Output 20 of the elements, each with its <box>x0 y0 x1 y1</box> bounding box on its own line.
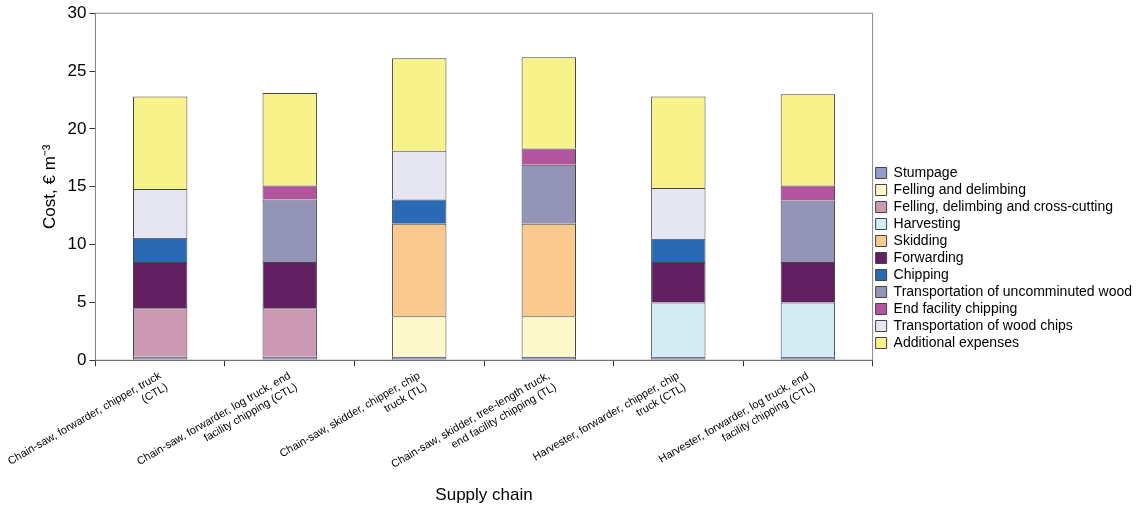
y-tick-label: 0 <box>76 349 87 369</box>
legend-label: Additional expenses <box>893 333 1019 350</box>
legend-label: Felling and delimbing <box>893 180 1026 197</box>
legend-label: Chipping <box>893 265 949 282</box>
legend-label: Transportation of uncomminuted wood <box>893 282 1132 299</box>
legend-label: Stumpage <box>893 163 958 180</box>
legend-label: Forwarding <box>893 248 964 265</box>
x-axis-title: Supply chain <box>435 485 533 505</box>
legend-label: Transportation of wood chips <box>893 316 1073 333</box>
y-tick-label: 15 <box>67 176 87 196</box>
y-tick-label: 25 <box>67 60 87 80</box>
y-tick-label: 30 <box>67 2 87 22</box>
y-tick-label: 5 <box>76 292 87 312</box>
y-axis-title: Cost, € m⁻³ <box>40 144 60 229</box>
legend-label: Felling, delimbing and cross-cutting <box>893 197 1114 214</box>
y-tick-label: 10 <box>67 234 87 254</box>
legend-label: End facility chipping <box>893 299 1018 316</box>
legend-label: Harvesting <box>893 214 961 231</box>
y-tick-label: 20 <box>67 118 87 138</box>
legend-label: Skidding <box>893 231 948 248</box>
